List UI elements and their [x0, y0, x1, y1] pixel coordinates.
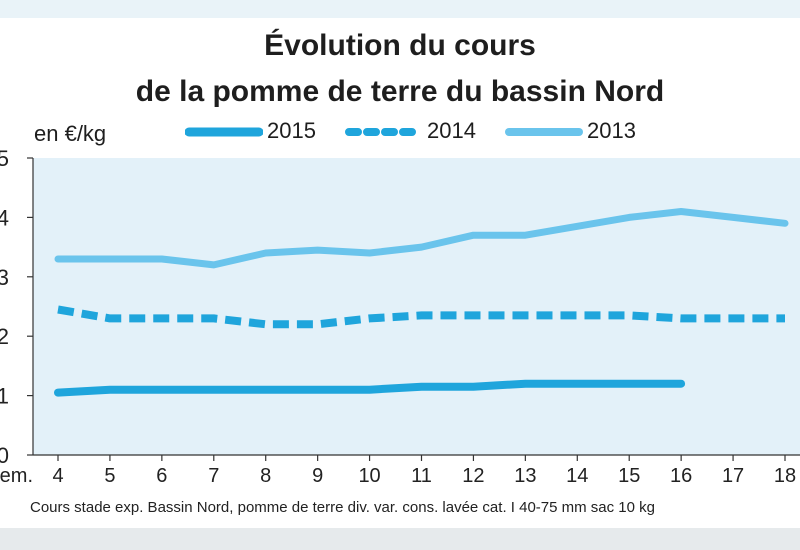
- legend-label-2015: 2015: [267, 118, 316, 143]
- x-tick-label: 7: [208, 465, 219, 487]
- x-tick-label: 4: [52, 465, 63, 487]
- x-tick-label: 5: [104, 465, 115, 487]
- x-tick-label: 12: [462, 465, 484, 487]
- y-axis-unit-label: en €/kg: [34, 121, 107, 146]
- legend-swatch-2015: [185, 127, 263, 137]
- legend-label-2013: 2013: [587, 118, 636, 143]
- x-tick-label: 17: [722, 465, 744, 487]
- legend-swatch-2013: [505, 128, 583, 136]
- x-tick-label: 15: [618, 465, 640, 487]
- x-tick-label: 6: [156, 465, 167, 487]
- source-footnote: Cours stade exp. Bassin Nord, pomme de t…: [30, 499, 656, 516]
- x-axis-prefix-label: sem.: [0, 465, 33, 487]
- y-tick-label: 3: [0, 265, 9, 290]
- x-tick-label: 13: [514, 465, 536, 487]
- x-tick-label: 18: [774, 465, 796, 487]
- legend-entry-2014: 2014: [345, 118, 476, 146]
- y-tick-label: 2: [0, 324, 9, 349]
- legend-entry-2013: 2013: [505, 118, 636, 146]
- legend-swatch-2014: [345, 128, 423, 136]
- series-line-2014: [57, 305, 785, 329]
- series-line-2013: [54, 208, 789, 269]
- x-tick-label: 16: [670, 465, 692, 487]
- x-tick-label: 10: [358, 465, 380, 487]
- x-tick-label: 9: [312, 465, 323, 487]
- line-chart: 012345456789101112131415161718sem.: [0, 146, 800, 487]
- bottom-band: [0, 528, 800, 550]
- legend-label-2014: 2014: [427, 118, 476, 143]
- top-band: [0, 0, 800, 18]
- y-tick-label: 0: [0, 443, 9, 468]
- x-tick-label: 8: [260, 465, 271, 487]
- x-tick-label: 14: [566, 465, 588, 487]
- y-tick-label: 5: [0, 146, 9, 171]
- x-tick-label: 11: [411, 465, 432, 487]
- y-tick-label: 1: [0, 384, 9, 409]
- legend-entry-2015: 2015: [185, 118, 316, 146]
- series-line-2015: [54, 379, 686, 397]
- plot-area: [33, 158, 800, 455]
- chart-title-line-2: de la pomme de terre du bassin Nord: [135, 75, 665, 108]
- y-tick-label: 4: [0, 205, 9, 230]
- chart-title-line-1: Évolution du cours: [264, 29, 536, 62]
